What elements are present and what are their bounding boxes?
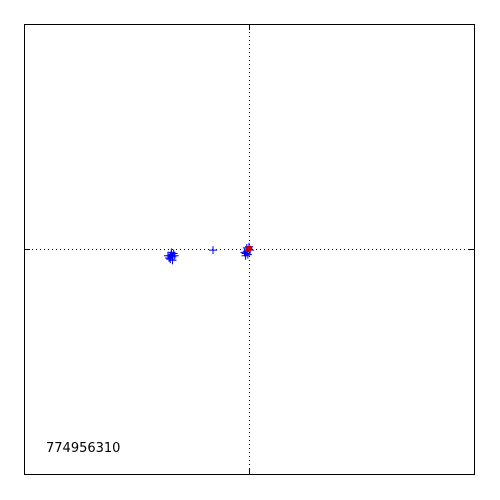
data-point bbox=[168, 256, 177, 265]
data-point bbox=[164, 251, 172, 260]
data-point bbox=[240, 248, 249, 257]
data-point bbox=[170, 251, 179, 260]
data-marks bbox=[164, 242, 255, 265]
chart-annotation: 774956310 bbox=[46, 441, 120, 456]
data-point bbox=[241, 251, 250, 260]
data-point bbox=[245, 245, 251, 251]
data-point bbox=[209, 246, 217, 255]
data-point bbox=[167, 248, 176, 257]
plot-frame bbox=[24, 24, 475, 475]
